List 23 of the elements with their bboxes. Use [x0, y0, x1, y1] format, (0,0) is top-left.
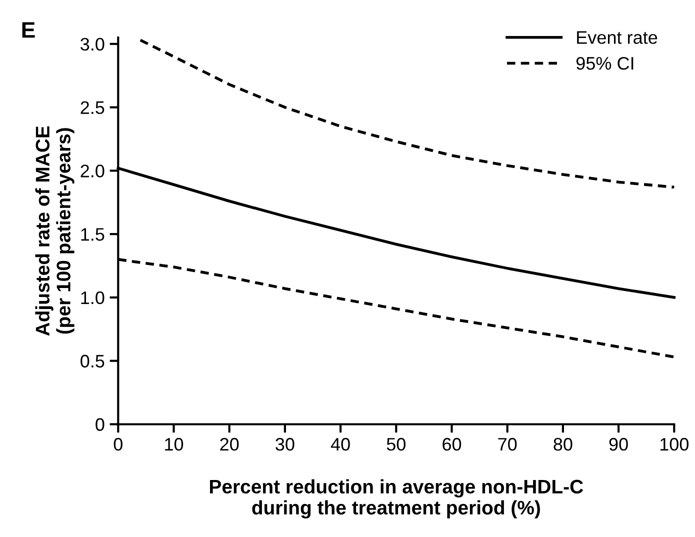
x-tick-label: 100: [660, 438, 689, 451]
legend-label: 95% CI: [576, 56, 634, 70]
x-tick-label: 20: [220, 438, 239, 451]
y-tick-label: 3.0: [80, 38, 104, 51]
y-tick-label: 2.0: [80, 164, 104, 178]
y-axis-title: Adjusted rate of MACE (per 100 patient-years): [35, 126, 74, 336]
x-tick-label: 50: [386, 438, 406, 451]
x-tick-label: 80: [554, 438, 572, 451]
y-tick-label: 2.5: [80, 101, 104, 114]
y-tick-label: 1.0: [81, 291, 104, 304]
x-tick-label: 70: [498, 438, 517, 451]
x-tick-label: 30: [276, 438, 294, 451]
x-tick-label: 90: [609, 438, 628, 451]
text: E: [22, 22, 35, 38]
x-tick-label: 60: [442, 438, 462, 451]
x-tick-label: 10: [165, 438, 184, 451]
y-tick-label: 0: [96, 418, 104, 431]
x-tick-label: 0: [114, 438, 122, 451]
y-tick-label: 0.5: [80, 354, 104, 368]
x-tick-label: 40: [330, 438, 350, 451]
y-tick-label: 1.5: [81, 228, 104, 241]
x-axis-title: Percent reduction in average non-HDL-C during the treatment period (%): [210, 479, 584, 518]
legend-label: Event rate: [577, 31, 658, 44]
